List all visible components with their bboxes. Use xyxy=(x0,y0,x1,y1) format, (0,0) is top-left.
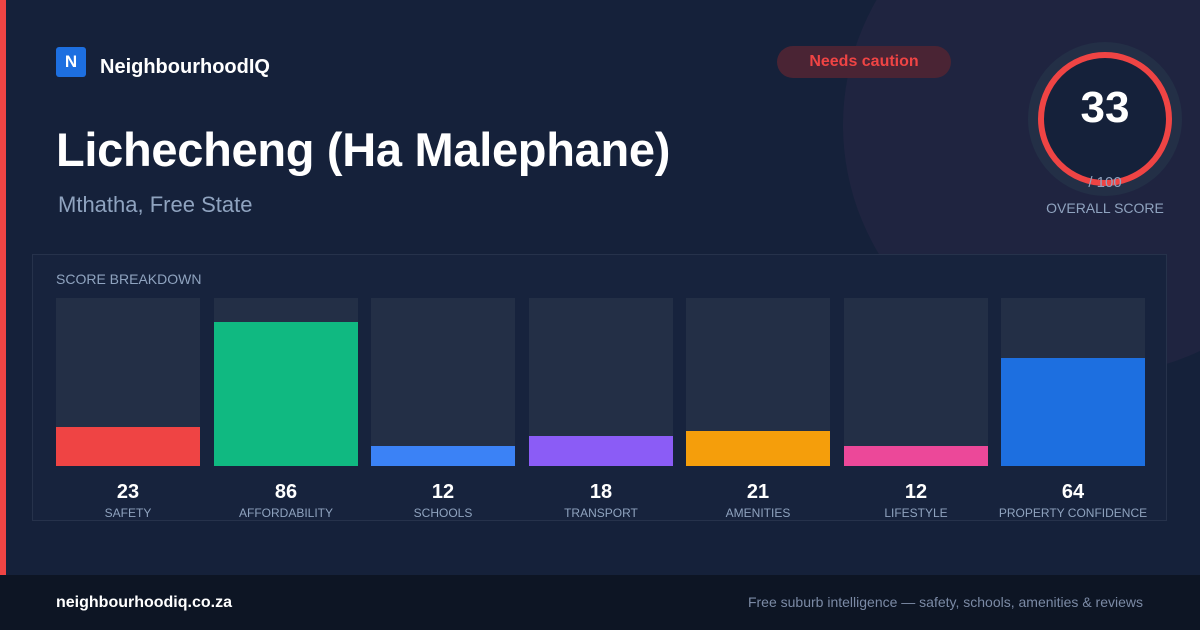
score-bar-track xyxy=(686,298,830,466)
score-bar-label: AMENITIES xyxy=(725,506,791,520)
score-breakdown-title: SCORE BREAKDOWN xyxy=(56,271,202,287)
score-bar-track xyxy=(371,298,515,466)
score-bar-label: PROPERTY CONFIDENCE xyxy=(998,506,1148,520)
score-bar-label: SAFETY xyxy=(104,506,152,520)
footer-url-link[interactable]: neighbourhoodiq.co.za xyxy=(56,594,232,611)
score-ring xyxy=(1028,42,1182,196)
overall-score-label: OVERALL SCORE xyxy=(1046,200,1164,216)
footer: neighbourhoodiq.co.za Free suburb intell… xyxy=(0,575,1200,630)
overall-score-value: 33 xyxy=(1080,83,1130,132)
report-card: N NeighbourhoodIQ Needs caution Licheche… xyxy=(0,0,1182,575)
score-bar-label: LIFESTYLE xyxy=(884,506,948,520)
score-bar-lifestyle: 12 LIFESTYLE xyxy=(844,298,988,520)
score-bar-fill xyxy=(844,446,988,466)
score-bar-fill xyxy=(371,446,515,466)
brand-logo-icon: N xyxy=(56,47,86,77)
score-bar-affordability: 86 AFFORDABILITY xyxy=(214,298,358,520)
score-bar-value: 64 xyxy=(1061,481,1085,503)
status-badge: Needs caution xyxy=(777,46,951,78)
location-subtitle: Mthatha, Free State xyxy=(58,192,253,217)
score-bar-fill xyxy=(56,427,200,466)
score-bar-track xyxy=(1001,298,1145,466)
score-bar-track xyxy=(529,298,673,466)
score-bar-fill xyxy=(529,436,673,466)
overall-score-max: / 100 xyxy=(1088,174,1122,191)
page-title: Lichecheng (Ha Malephane) xyxy=(56,123,671,176)
score-bar-amenities: 21 AMENITIES xyxy=(686,298,830,520)
score-bar-track xyxy=(214,298,358,466)
score-bar-schools: 12 SCHOOLS xyxy=(371,298,515,520)
score-bar-track xyxy=(56,298,200,466)
score-bar-fill xyxy=(686,431,830,466)
overall-score-gauge: 33 / 100 xyxy=(1028,42,1182,196)
score-bar-property-confidence: 64 PROPERTY CONFIDENCE xyxy=(999,298,1147,520)
footer-tagline: Free suburb intelligence — safety, schoo… xyxy=(747,594,1143,610)
score-bar-fill xyxy=(1001,358,1145,466)
score-bar-value: 23 xyxy=(116,481,140,503)
score-bar-value: 12 xyxy=(904,481,928,503)
score-bar-value: 21 xyxy=(746,481,770,503)
score-bar-fill xyxy=(214,322,358,466)
score-bar-safety: 23 SAFETY xyxy=(56,298,200,520)
score-bar-transport: 18 TRANSPORT xyxy=(529,298,673,520)
score-bar-value: 86 xyxy=(274,481,298,503)
brand[interactable]: N NeighbourhoodIQ xyxy=(56,46,270,78)
score-bar-value: 18 xyxy=(589,481,613,503)
score-bar-label: SCHOOLS xyxy=(413,506,473,520)
score-bar-value: 12 xyxy=(431,481,455,503)
brand-name: NeighbourhoodIQ xyxy=(100,55,270,78)
score-bar-label: AFFORDABILITY xyxy=(238,506,333,520)
score-bar-label: TRANSPORT xyxy=(564,506,638,520)
accent-bar xyxy=(0,0,6,575)
score-bar-track xyxy=(844,298,988,466)
